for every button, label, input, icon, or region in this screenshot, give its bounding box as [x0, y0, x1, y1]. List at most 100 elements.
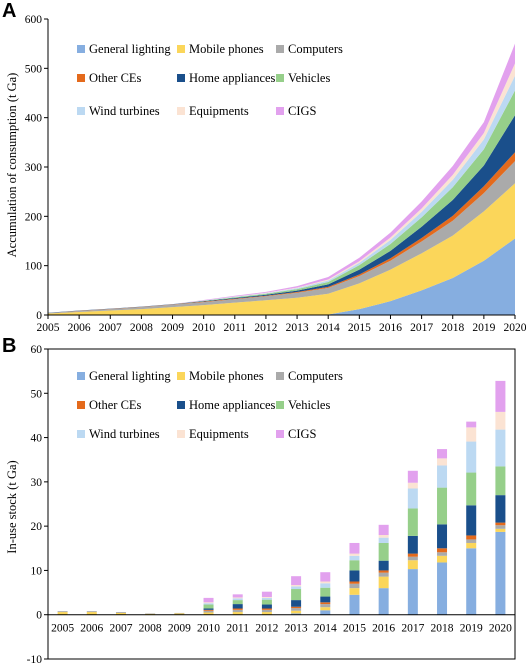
panel-a-legend-swatch-computers — [276, 45, 284, 53]
bar-2018-general-lighting — [437, 562, 448, 615]
bar-2013-wind-turbines — [291, 586, 302, 590]
panel-a-legend: General lighting Mobile phones Computers Ot… — [77, 42, 343, 118]
bar-2020-computers — [495, 525, 506, 529]
bar-2010-equipments — [203, 602, 214, 604]
bar-2010-home-appliances — [203, 608, 214, 610]
bar-2013-general-lighting — [291, 613, 302, 615]
panel-a-y-tick-label-200: 200 — [25, 211, 43, 223]
bar-2012-home-appliances — [261, 604, 272, 609]
panel-b-legend-swatch-vehicles — [276, 401, 284, 409]
bar-2016-vehicles — [378, 542, 389, 561]
panel-a-y-tick-label-0: 0 — [36, 310, 42, 322]
panel-b-x-tick-label-2018: 2018 — [431, 623, 454, 635]
bar-2019-computers — [466, 539, 477, 543]
bar-2015-equipments — [349, 553, 360, 556]
bar-2005-mobile-phones — [57, 612, 68, 615]
bar-2012-cigs — [261, 591, 272, 597]
bar-2020-equipments — [495, 411, 506, 430]
bar-2009-mobile-phones — [174, 613, 185, 615]
panel-a-x-tick-label-2009: 2009 — [161, 322, 184, 334]
panel-b-legend-label-other-ces: Other CEs — [89, 398, 142, 412]
bar-2014-mobile-phones — [320, 607, 331, 611]
panel-b-x-tick-label-2012: 2012 — [255, 623, 278, 635]
panel-a-y-tick-label-100: 100 — [25, 261, 43, 273]
panel-a-x-tick-label-2012: 2012 — [254, 322, 277, 334]
panel-b-legend-swatch-other-ces — [77, 401, 85, 409]
panel-b-x-tick-label-2006: 2006 — [80, 623, 103, 635]
panel-a-x-tick-label-2013: 2013 — [286, 322, 309, 334]
panel-a-legend-swatch-vehicles — [276, 74, 284, 82]
bar-2005-computers — [57, 611, 68, 613]
panel-b-y-tick-label-0: 0 — [36, 610, 42, 622]
bar-2013-vehicles — [291, 589, 302, 601]
panel-b-legend-swatch-equipments — [177, 430, 185, 438]
panel-a-legend-swatch-cigs — [276, 107, 284, 115]
bar-2017-vehicles — [407, 508, 418, 536]
panel-a-y-tick-label-400: 400 — [25, 113, 43, 125]
bar-2013-computers — [291, 608, 302, 611]
panel-b-y-tick-label-10: 10 — [31, 565, 43, 577]
panel-b-legend-label-home-appliances: Home appliances — [189, 398, 276, 412]
bar-2016-cigs — [378, 524, 389, 535]
panel-b-legend-swatch-general-lighting — [77, 372, 85, 380]
bar-2016-home-appliances — [378, 560, 389, 571]
panel-b-x-tick-label-2007: 2007 — [109, 623, 132, 635]
bar-2012-wind-turbines — [261, 597, 272, 600]
bar-2019-equipments — [466, 427, 477, 442]
panel-a-axes: 0 100 200 300 400 500 600 2005 2006 2007 2008 2009 2… — [25, 14, 526, 334]
panel-b-legend-label-general-lighting: General lighting — [89, 369, 171, 383]
bar-2016-other-ces — [378, 570, 389, 573]
bar-2013-other-ces — [291, 606, 302, 609]
panel-a-x-tick-label-2019: 2019 — [472, 322, 495, 334]
bar-2020-home-appliances — [495, 495, 506, 523]
bar-2020-vehicles — [495, 466, 506, 496]
bar-2011-wind-turbines — [232, 598, 243, 601]
bar-2020-general-lighting — [495, 531, 506, 615]
panel-b-x-tick-label-2011: 2011 — [226, 623, 249, 635]
bar-2010-cigs — [203, 597, 214, 603]
panel-a-x-tick-label-2011: 2011 — [224, 322, 247, 334]
panel-a-legend-swatch-wind-turbines — [77, 107, 85, 115]
panel-b-x-tick-label-2008: 2008 — [139, 623, 162, 635]
panel-b-legend-swatch-home-appliances — [177, 401, 185, 409]
panel-a-x-tick-label-2006: 2006 — [68, 322, 91, 334]
panel-a-x-tick-label-2018: 2018 — [441, 322, 464, 334]
panel-a-x-tick-label-2010: 2010 — [192, 322, 215, 334]
bar-2010-mobile-phones — [203, 612, 214, 615]
bar-2019-other-ces — [466, 535, 477, 540]
panel-a-legend-label-general-lighting: General lighting — [89, 42, 171, 56]
panel-b-x-tick-label-2015: 2015 — [343, 623, 366, 635]
bar-2020-other-ces — [495, 522, 506, 526]
panel-b-legend-swatch-wind-turbines — [77, 430, 85, 438]
panel-b-y-tick-label-50: 50 — [31, 388, 43, 400]
bar-2015-computers — [349, 583, 360, 589]
panel-b-legend-swatch-mobile-phones — [177, 372, 185, 380]
bar-2018-computers — [437, 552, 448, 556]
bar-2020-mobile-phones — [495, 528, 506, 532]
bar-2015-mobile-phones — [349, 588, 360, 595]
bar-2013-cigs — [291, 576, 302, 586]
bar-2015-vehicles — [349, 560, 360, 571]
bar-2011-equipments — [232, 597, 243, 599]
panel-b-y-tick-label--10: -10 — [27, 654, 43, 665]
panel-b-y-tick-label-40: 40 — [31, 433, 43, 445]
bar-2020-cigs — [495, 380, 506, 412]
panel-b-legend-swatch-cigs — [276, 430, 284, 438]
panel-a-legend-label-computers: Computers — [288, 42, 343, 56]
bar-2018-equipments — [437, 458, 448, 466]
bar-2019-cigs — [466, 421, 477, 428]
bar-2014-home-appliances — [320, 596, 331, 603]
panel-b: B In-use stock (t Ga) 2005 2006 2007 2008 20… — [2, 335, 516, 665]
panel-a-y-tick-label-600: 600 — [25, 14, 43, 26]
bar-2010-wind-turbines — [203, 603, 214, 605]
bar-2015-cigs — [349, 542, 360, 554]
area-series-mobile-phones — [48, 183, 515, 315]
bar-2012-vehicles — [261, 599, 272, 605]
bar-2006-mobile-phones — [86, 612, 97, 615]
panel-b-x-tick-label-2016: 2016 — [372, 623, 395, 635]
bar-2013-home-appliances — [291, 600, 302, 607]
panel-b-legend-swatch-computers — [276, 372, 284, 380]
bar-2011-cigs — [232, 594, 243, 598]
panel-a-y-tick-label-500: 500 — [25, 63, 43, 75]
